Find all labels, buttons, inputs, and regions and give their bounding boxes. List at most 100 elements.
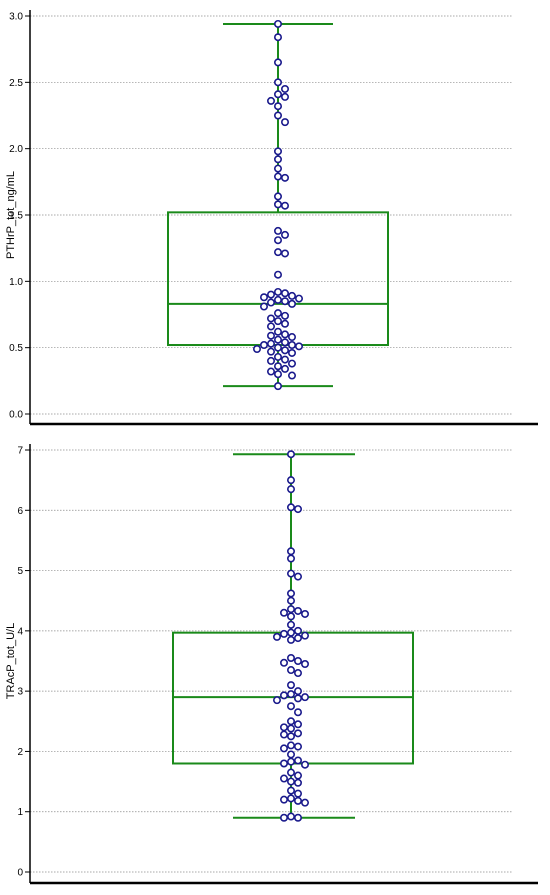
data-point [259, 293, 268, 302]
data-point [287, 371, 296, 380]
data-point [286, 605, 295, 614]
data-point [286, 589, 295, 598]
data-point [273, 352, 282, 361]
data-point [273, 317, 282, 326]
data-point [286, 812, 295, 821]
data-point [273, 147, 282, 156]
data-point [287, 359, 296, 368]
data-point [293, 813, 302, 822]
data-point [280, 319, 289, 328]
data-point [287, 341, 296, 350]
data-point [273, 155, 282, 164]
data-point [294, 294, 303, 303]
data-point [280, 84, 289, 93]
data-point [266, 290, 275, 299]
data-point [266, 347, 275, 356]
data-point [293, 708, 302, 717]
data-point [273, 295, 282, 304]
data-point [287, 348, 296, 357]
data-point [280, 230, 289, 239]
data-point [286, 690, 295, 699]
data-point [266, 322, 275, 331]
data-point [279, 691, 288, 700]
data-point [293, 505, 302, 514]
data-point [286, 794, 295, 803]
y-tick-label: 2.0 [9, 144, 23, 155]
data-point [280, 249, 289, 258]
data-point [286, 750, 295, 759]
data-point [280, 92, 289, 101]
y-tick-label: 0.0 [9, 410, 23, 421]
data-point [279, 774, 288, 783]
data-point [293, 729, 302, 738]
data-point [286, 554, 295, 563]
data-point [286, 485, 295, 494]
data-point [286, 569, 295, 578]
y-tick-label: 1.0 [9, 277, 23, 288]
data-point [280, 311, 289, 320]
data-point [286, 596, 295, 605]
data-point [273, 164, 282, 173]
data-point [273, 192, 282, 201]
data-point [273, 102, 282, 111]
data-point [273, 200, 282, 209]
data-point [259, 341, 268, 350]
data-point [272, 696, 281, 705]
data-point [273, 78, 282, 87]
data-point [286, 476, 295, 485]
y-tick-label: 5 [17, 566, 23, 577]
data-point [293, 778, 302, 787]
data-point [279, 658, 288, 667]
data-point [273, 226, 282, 235]
data-point [266, 314, 275, 323]
data-point [286, 724, 295, 733]
data-point [286, 717, 295, 726]
data-point [293, 789, 302, 798]
data-point [273, 58, 282, 67]
data-point [273, 327, 282, 336]
data-point [287, 291, 296, 300]
data-point [293, 687, 302, 696]
data-point [273, 270, 282, 279]
data-point [293, 656, 302, 665]
y-tick-label: 6 [17, 506, 23, 517]
data-point [279, 608, 288, 617]
data-point [273, 362, 282, 371]
data-point [273, 90, 282, 99]
data-point [266, 356, 275, 365]
data-point [253, 344, 262, 353]
data-point [300, 693, 309, 702]
tracp-box-plot-panel: 0 1 2 3 4 5 6 7 TRAcP_tot_U/L [5, 444, 538, 885]
y-tick-label: 4 [17, 626, 23, 637]
data-point [286, 768, 295, 777]
data-point [286, 628, 295, 637]
data-point [279, 795, 288, 804]
data-point [293, 742, 302, 751]
data-point [280, 173, 289, 182]
data-point [293, 606, 302, 615]
data-point [279, 629, 288, 638]
y-axis-title: PTHrP_tot_ng/mL [5, 171, 17, 259]
data-point [273, 343, 282, 352]
data-point [293, 796, 302, 805]
data-point [293, 634, 302, 643]
y-tick-label: 0.5 [9, 343, 23, 354]
data-point [280, 355, 289, 364]
data-point [273, 335, 282, 344]
y-tick-label: 2.5 [9, 78, 23, 89]
data-point [286, 450, 295, 459]
data-point [286, 666, 295, 675]
data-point [273, 248, 282, 257]
data-point [293, 720, 302, 729]
data-point [279, 730, 288, 739]
data-point [286, 757, 295, 766]
data-point [286, 741, 295, 750]
data-point [286, 635, 295, 644]
data-point [273, 172, 282, 181]
data-point [293, 669, 302, 678]
data-point [300, 609, 309, 618]
data-point [273, 236, 282, 245]
data-point [286, 786, 295, 795]
data-point [279, 813, 288, 822]
